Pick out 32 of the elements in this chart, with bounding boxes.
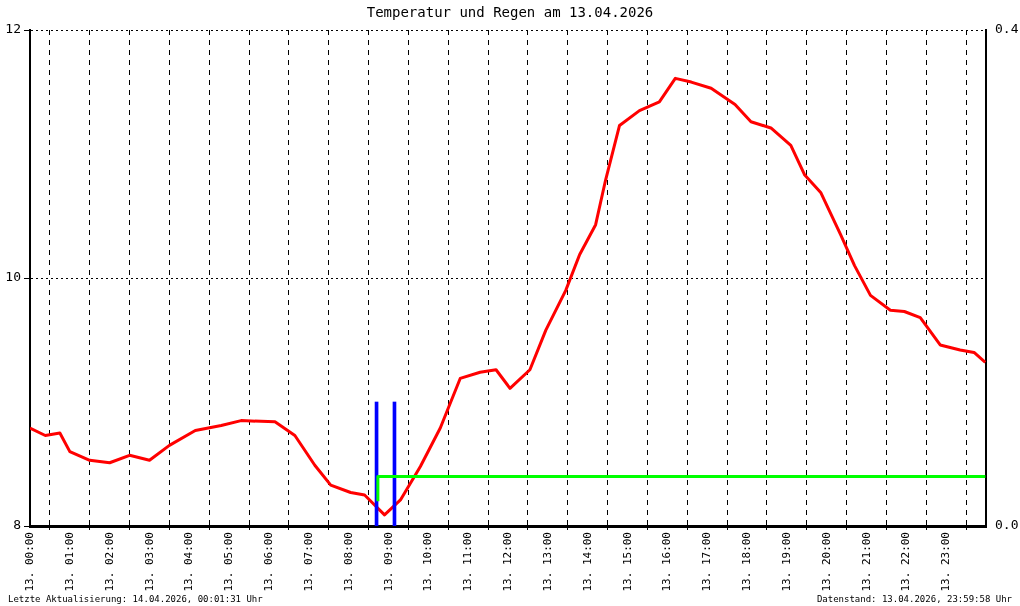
text: Letzte Aktualisierung: 14.04.2026, 00:01:31 Uhr [8, 594, 263, 604]
x-tick-label: 13. 02:00 [102, 532, 116, 592]
x-tick-label: 13. 19:00 [779, 532, 793, 592]
x-tick-label: 13. 00:00 [23, 532, 36, 592]
chart-title: Temperatur und Regen am 13.04.2026 [366, 4, 654, 20]
x-tick-label: 13. 20:00 [819, 532, 833, 592]
x-tick-label: 13. 18:00 [740, 532, 753, 592]
x-tick-label: 13. 14:00 [580, 532, 594, 592]
x-tick-label: 13. 15:00 [620, 532, 634, 592]
x-tick-label: 13. 22:00 [899, 532, 913, 592]
x-tick-label: 13. 10:00 [421, 532, 435, 592]
x-tick-label: 13. 08:00 [341, 532, 355, 592]
x-tick-label: 13. 12:00 [501, 532, 514, 592]
x-tick-label: 13. 17:00 [700, 532, 714, 592]
x-tick-label: 13. 06:00 [262, 532, 275, 592]
x-tick-label: 13. 23:00 [939, 532, 953, 592]
x-tick-label: 13. 07:00 [301, 532, 315, 592]
x-tick-label: 13. 11:00 [461, 532, 475, 592]
x-tick-label: 13. 01:00 [62, 532, 76, 592]
x-tick-label: 13. 21:00 [859, 532, 873, 592]
y-tick-label: 12 [5, 21, 21, 37]
x-tick-label: 13. 13:00 [540, 532, 554, 592]
x-tick-label: 13. 03:00 [142, 532, 156, 592]
x-tick-label: 13. 09:00 [381, 532, 395, 592]
x-tick-label: 13. 05:00 [222, 532, 236, 592]
text: Datenstand: 13.04.2026, 23:59:58 Uhr [816, 594, 1012, 604]
y-tick-label: 8 [13, 517, 21, 533]
x-tick-label: 13. 04:00 [182, 532, 196, 592]
y2-tick-label: 0.0 [995, 517, 1019, 533]
y-tick-label: 10 [5, 269, 21, 285]
x-tick-label: 13. 16:00 [660, 532, 674, 592]
y2-tick-label: 0.4 [995, 21, 1019, 37]
